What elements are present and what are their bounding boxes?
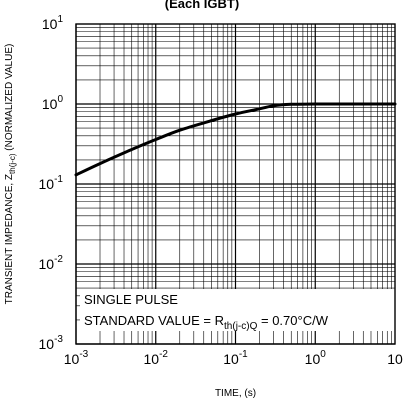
- y-tick-label: 100: [42, 94, 64, 112]
- series-layer: [74, 102, 397, 177]
- x-tick-label: 10: [387, 351, 403, 367]
- x-tick-label: 10-2: [144, 349, 169, 367]
- x-tick-label: 10-3: [64, 349, 89, 367]
- y-axis-label: TRANSIENT IMPEDANCE, Zth(j-c) (NORMALIZE…: [4, 44, 17, 305]
- annotation-single-pulse: SINGLE PULSE: [84, 292, 178, 307]
- annotation-box: SINGLE PULSE STANDARD VALUE = Rth(j-c)Q …: [80, 289, 398, 332]
- x-tick-label: 10-1: [223, 349, 248, 367]
- x-tick-label: 100: [305, 349, 327, 367]
- annotation-standard-value: STANDARD VALUE = Rth(j-c)Q = 0.70°C/W: [84, 313, 329, 332]
- x-axis-label: TIME, (s): [215, 388, 256, 399]
- y-tick-label: 10-1: [39, 174, 64, 192]
- chart-title: (Each IGBT): [164, 0, 240, 11]
- plot-frame: [75, 23, 396, 345]
- y-tick-label: 101: [42, 14, 64, 32]
- y-tick-label: 10-2: [39, 254, 64, 272]
- y-tick-label: 10-3: [39, 334, 64, 352]
- series-line: [74, 102, 397, 177]
- tick-labels: 10-3 10-2 10-1 100 10 10-3 10-2 10-1 100 101: [39, 14, 403, 367]
